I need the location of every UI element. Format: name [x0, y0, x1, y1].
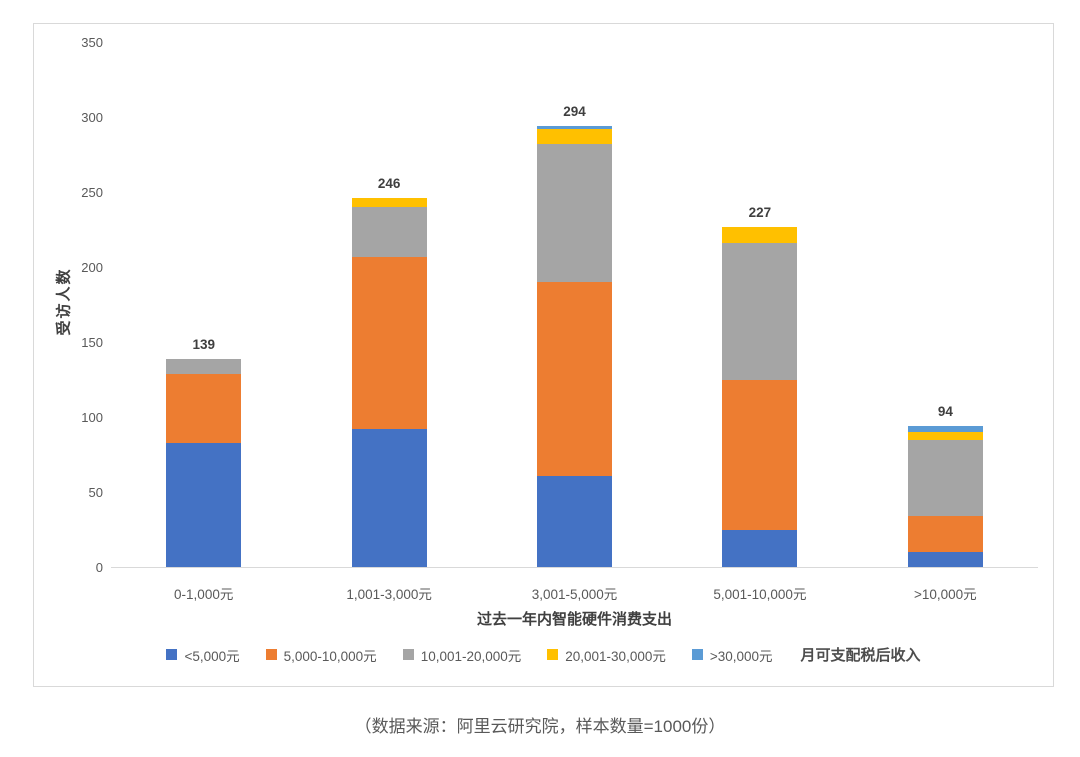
legend: <5,000元 5,000-10,000元 10,001-20,000元 20,001… — [34, 644, 1053, 665]
x-axis-tick-labels: 0-1,000元 1,001-3,000元 3,001-5,000元 5,001-10… — [111, 577, 1038, 603]
y-tick-label: 250 — [81, 185, 103, 200]
y-tick-label: 200 — [81, 260, 103, 275]
bar-stack — [722, 226, 798, 567]
y-tick-label: 150 — [81, 335, 103, 350]
legend-marker-icon — [547, 649, 559, 660]
bar-segment — [166, 442, 242, 567]
bar-stack — [537, 126, 613, 567]
y-tick-label: 350 — [81, 35, 103, 50]
legend-marker-icon — [691, 649, 703, 660]
bar-segment — [907, 426, 983, 432]
bar-segment — [537, 126, 613, 129]
bar-segment — [722, 243, 798, 380]
x-tick-label: 5,001-10,000元 — [713, 587, 807, 602]
category-slot: 227 — [667, 43, 852, 567]
y-tick-label: 50 — [88, 485, 103, 500]
legend-note: 月可支配税后收入 — [800, 647, 921, 664]
bar-segment — [537, 475, 613, 567]
category-slot: 94 — [853, 43, 1038, 567]
bar-stack — [166, 358, 242, 567]
legend-item: 20,001-30,000元 — [547, 645, 666, 665]
category-slot: 139 — [111, 43, 296, 567]
plot-area: 139 246 294 227 94 — [111, 43, 1038, 568]
x-tick-label: 3,001-5,000元 — [531, 587, 618, 602]
bar-segment — [166, 358, 242, 374]
bar-segment — [722, 529, 798, 567]
bar-total-label: 294 — [563, 104, 586, 119]
bar-total-label: 227 — [748, 204, 772, 220]
y-tick-label: 100 — [81, 410, 103, 425]
legend-label: >30,000元 — [709, 648, 773, 664]
bars-container: 139 246 294 227 94 — [111, 43, 1038, 567]
bar-segment — [722, 226, 798, 243]
bar-segment — [907, 552, 983, 567]
bar-segment — [907, 439, 983, 516]
bar-segment — [537, 282, 613, 476]
legend-marker-icon — [402, 649, 414, 660]
legend-item: <5,000元 — [166, 645, 240, 665]
y-tick-label: 0 — [95, 560, 103, 575]
x-tick-label: 1,001-3,000元 — [346, 587, 432, 602]
legend-marker-icon — [265, 649, 277, 660]
legend-item: 5,000-10,000元 — [265, 645, 377, 665]
bar-total-label: 246 — [377, 176, 401, 191]
x-tick-label: >10,000元 — [913, 587, 977, 602]
legend-marker-icon — [166, 649, 178, 660]
bar-stack — [351, 198, 427, 567]
bar-segment — [351, 207, 427, 257]
bar-segment — [166, 373, 242, 443]
chart-card: 受访人数 0 50 100 150 200 250 300 350 139 246 294 227 9… — [33, 23, 1054, 687]
bar-segment — [537, 129, 613, 144]
x-tick-label: 0-1,000元 — [174, 587, 234, 602]
source-caption: （数据来源：阿里云研究院，样本数量=1000份） — [354, 717, 726, 736]
y-tick-label: 300 — [81, 110, 103, 125]
bar-total-label: 94 — [937, 404, 953, 419]
bar-segment — [351, 198, 427, 207]
category-slot: 246 — [296, 43, 481, 567]
bar-total-label: 139 — [192, 336, 215, 352]
legend-item: 10,001-20,000元 — [402, 645, 522, 665]
legend-label: 5,000-10,000元 — [283, 648, 377, 664]
y-axis-tick-labels: 0 50 100 150 200 250 300 350 — [34, 24, 103, 588]
bar-segment — [537, 144, 613, 282]
category-slot: 294 — [482, 43, 667, 567]
bar-segment — [351, 429, 427, 567]
bar-segment — [907, 516, 983, 552]
x-axis-title: 过去一年内智能硬件消费支出 — [476, 611, 672, 628]
legend-label: 20,001-30,000元 — [565, 648, 666, 664]
legend-label: <5,000元 — [184, 648, 240, 664]
bar-segment — [907, 432, 983, 440]
legend-item: >30,000元 — [691, 645, 773, 665]
bar-segment — [351, 256, 427, 429]
bar-stack — [907, 426, 983, 567]
bar-segment — [722, 379, 798, 530]
legend-label: 10,001-20,000元 — [420, 648, 522, 664]
